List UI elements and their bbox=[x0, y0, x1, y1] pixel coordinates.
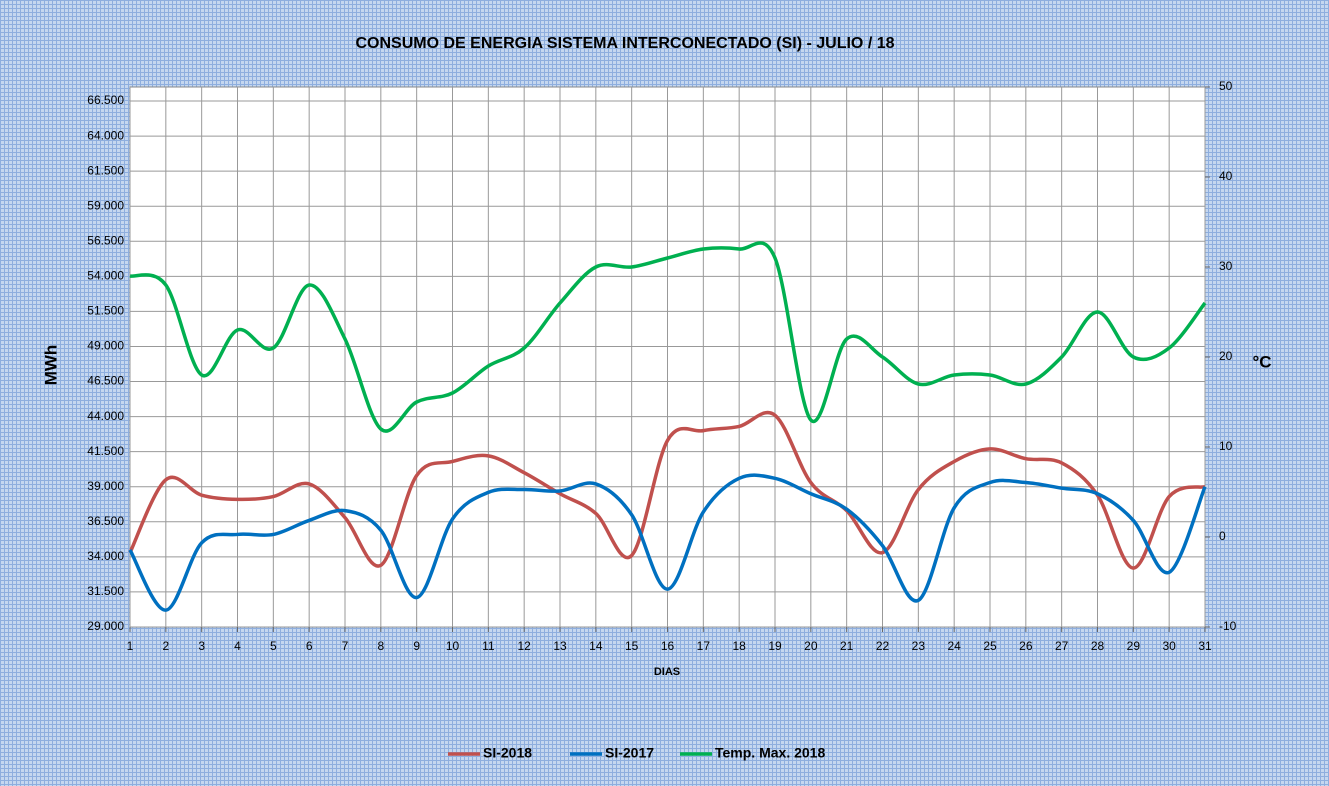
y-tick-label: 41.500 bbox=[87, 444, 124, 458]
x-tick-label: 6 bbox=[306, 639, 313, 653]
y-tick-label: 64.000 bbox=[87, 128, 124, 142]
y2-tick-label: 0 bbox=[1219, 529, 1226, 543]
y2-tick-label: 30 bbox=[1219, 259, 1233, 273]
legend-label: SI-2018 bbox=[483, 745, 532, 761]
series-line bbox=[129, 241, 1207, 433]
x-tick-label: 15 bbox=[625, 639, 639, 653]
series-line bbox=[128, 473, 1207, 612]
x-tick-label: 18 bbox=[732, 639, 746, 653]
x-tick-label: 13 bbox=[553, 639, 567, 653]
y-tick-label: 49.000 bbox=[87, 339, 124, 353]
y-tick-label: 34.000 bbox=[87, 549, 124, 563]
y-tick-label: 39.000 bbox=[87, 479, 124, 493]
x-tick-label: 1 bbox=[127, 639, 134, 653]
y-tick-label: 59.000 bbox=[87, 198, 124, 212]
y2-tick-label: -10 bbox=[1219, 619, 1237, 633]
y-tick-label: 31.500 bbox=[87, 584, 124, 598]
x-tick-label: 10 bbox=[446, 639, 460, 653]
y2-tick-label: 10 bbox=[1219, 439, 1233, 453]
x-tick-label: 20 bbox=[804, 639, 818, 653]
chart-title: CONSUMO DE ENERGIA SISTEMA INTERCONECTAD… bbox=[356, 35, 895, 52]
x-tick-label: 30 bbox=[1162, 639, 1176, 653]
x-axis-label: DIAS bbox=[654, 666, 680, 678]
x-tick-label: 3 bbox=[198, 639, 205, 653]
x-tick-label: 31 bbox=[1198, 639, 1212, 653]
y2-tick-label: 40 bbox=[1219, 169, 1233, 183]
x-tick-label: 29 bbox=[1127, 639, 1141, 653]
x-tick-label: 25 bbox=[983, 639, 997, 653]
y2-axis-label: °C bbox=[1252, 352, 1271, 371]
x-tick-label: 28 bbox=[1091, 639, 1105, 653]
y-axis-label: MWh bbox=[41, 345, 60, 386]
x-tick-label: 27 bbox=[1055, 639, 1069, 653]
y-tick-label: 54.000 bbox=[87, 269, 124, 283]
x-tick-label: 7 bbox=[342, 639, 349, 653]
y2-tick-label: 50 bbox=[1219, 79, 1233, 93]
y-tick-label: 36.500 bbox=[87, 514, 124, 528]
y-tick-label: 66.500 bbox=[87, 93, 124, 107]
x-tick-label: 11 bbox=[482, 639, 495, 653]
x-tick-label: 21 bbox=[840, 639, 854, 653]
x-tick-label: 24 bbox=[947, 639, 961, 653]
y-tick-label: 61.500 bbox=[87, 163, 124, 177]
x-tick-label: 23 bbox=[912, 639, 926, 653]
legend-label: SI-2017 bbox=[605, 745, 654, 761]
x-tick-label: 2 bbox=[162, 639, 169, 653]
legend-label: Temp. Max. 2018 bbox=[715, 745, 825, 761]
x-tick-label: 5 bbox=[270, 639, 277, 653]
x-tick-label: 22 bbox=[876, 639, 890, 653]
y-tick-label: 44.000 bbox=[87, 409, 124, 423]
x-tick-label: 17 bbox=[697, 639, 711, 653]
y2-tick-label: 20 bbox=[1219, 349, 1233, 363]
x-tick-label: 12 bbox=[517, 639, 531, 653]
y-tick-label: 51.500 bbox=[87, 304, 124, 318]
y-tick-label: 56.500 bbox=[87, 233, 124, 247]
x-tick-label: 16 bbox=[661, 639, 675, 653]
x-tick-label: 14 bbox=[589, 639, 603, 653]
y-tick-label: 29.000 bbox=[87, 619, 124, 633]
series-line bbox=[128, 410, 1206, 570]
x-tick-label: 26 bbox=[1019, 639, 1033, 653]
y-tick-label: 46.500 bbox=[87, 374, 124, 388]
x-tick-label: 9 bbox=[413, 639, 420, 653]
x-tick-label: 19 bbox=[768, 639, 782, 653]
x-tick-label: 4 bbox=[234, 639, 241, 653]
x-tick-label: 8 bbox=[377, 639, 384, 653]
